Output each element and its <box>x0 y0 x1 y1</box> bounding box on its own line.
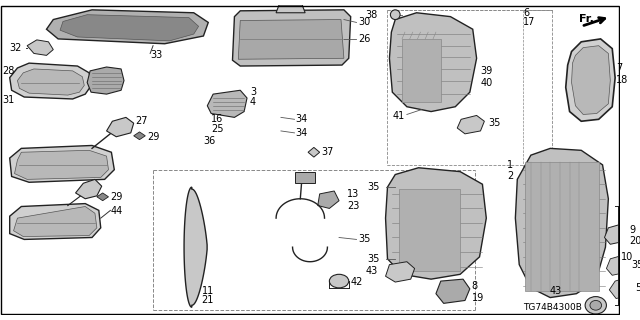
Text: 27: 27 <box>136 116 148 126</box>
Polygon shape <box>389 13 477 112</box>
Text: 2: 2 <box>507 172 513 181</box>
Text: 4: 4 <box>250 97 256 107</box>
Polygon shape <box>609 277 634 299</box>
Ellipse shape <box>330 274 349 288</box>
Polygon shape <box>60 15 198 41</box>
Polygon shape <box>87 67 124 94</box>
Text: 17: 17 <box>523 18 536 28</box>
Text: 35: 35 <box>367 182 380 192</box>
Polygon shape <box>10 146 115 182</box>
Text: 29: 29 <box>111 192 123 202</box>
Ellipse shape <box>390 10 400 20</box>
Polygon shape <box>317 191 339 208</box>
Text: 30: 30 <box>358 18 371 28</box>
Text: 8: 8 <box>472 281 478 291</box>
Text: TG74B4300B: TG74B4300B <box>523 303 582 312</box>
Polygon shape <box>385 262 415 282</box>
Polygon shape <box>15 150 109 180</box>
Text: 21: 21 <box>202 295 214 306</box>
Text: 37: 37 <box>322 147 334 157</box>
Text: 35: 35 <box>367 254 380 264</box>
Text: 10: 10 <box>621 252 633 262</box>
Ellipse shape <box>590 300 602 310</box>
Polygon shape <box>17 69 84 95</box>
Text: 41: 41 <box>392 111 404 121</box>
Text: 38: 38 <box>365 10 378 20</box>
Polygon shape <box>515 148 609 298</box>
Text: 43: 43 <box>550 286 562 296</box>
Text: 1: 1 <box>508 160 513 170</box>
Text: 9: 9 <box>630 225 636 235</box>
Text: Fr.: Fr. <box>579 13 594 24</box>
Text: 18: 18 <box>616 75 628 84</box>
Polygon shape <box>308 148 319 157</box>
Polygon shape <box>10 204 100 239</box>
Polygon shape <box>402 39 441 102</box>
Text: 5: 5 <box>636 283 640 293</box>
Polygon shape <box>607 255 630 275</box>
Text: 11: 11 <box>202 286 214 296</box>
Text: 35: 35 <box>358 235 371 244</box>
Polygon shape <box>238 20 344 59</box>
Ellipse shape <box>585 297 607 314</box>
Polygon shape <box>457 116 484 134</box>
Polygon shape <box>276 5 305 13</box>
Text: 7: 7 <box>616 63 622 73</box>
Text: 29: 29 <box>147 132 159 142</box>
Polygon shape <box>399 189 460 271</box>
Polygon shape <box>525 162 598 291</box>
Polygon shape <box>572 46 611 115</box>
Polygon shape <box>97 193 109 201</box>
Text: 42: 42 <box>351 277 363 287</box>
Text: 43: 43 <box>365 267 378 276</box>
Polygon shape <box>134 132 145 140</box>
Polygon shape <box>566 39 615 121</box>
Text: 34: 34 <box>296 114 308 124</box>
Text: 40: 40 <box>481 77 493 87</box>
Polygon shape <box>13 206 97 236</box>
Text: 39: 39 <box>481 66 493 76</box>
Text: 44: 44 <box>111 206 123 216</box>
Text: 31: 31 <box>2 95 14 105</box>
Text: 23: 23 <box>347 201 359 211</box>
Polygon shape <box>385 168 486 279</box>
Text: 28: 28 <box>2 66 14 76</box>
Polygon shape <box>47 10 208 44</box>
Polygon shape <box>106 117 134 137</box>
Text: 6: 6 <box>523 8 529 18</box>
Polygon shape <box>184 187 207 307</box>
Polygon shape <box>605 224 628 244</box>
Polygon shape <box>76 180 102 199</box>
Text: 35: 35 <box>632 260 640 270</box>
Text: 34: 34 <box>296 128 308 138</box>
Text: 32: 32 <box>10 43 22 52</box>
Text: 26: 26 <box>358 34 371 44</box>
Polygon shape <box>10 63 92 99</box>
Text: 19: 19 <box>472 292 484 302</box>
Polygon shape <box>296 172 315 183</box>
Polygon shape <box>27 40 53 55</box>
Text: 35: 35 <box>488 118 500 128</box>
Text: 25: 25 <box>211 124 224 134</box>
Text: 20: 20 <box>630 236 640 246</box>
Text: 3: 3 <box>250 87 256 97</box>
Polygon shape <box>436 279 470 303</box>
Polygon shape <box>207 90 247 117</box>
Text: 16: 16 <box>211 114 223 124</box>
Polygon shape <box>232 10 351 66</box>
Text: 33: 33 <box>150 50 163 60</box>
Text: 36: 36 <box>204 136 216 146</box>
Text: 13: 13 <box>347 189 359 199</box>
